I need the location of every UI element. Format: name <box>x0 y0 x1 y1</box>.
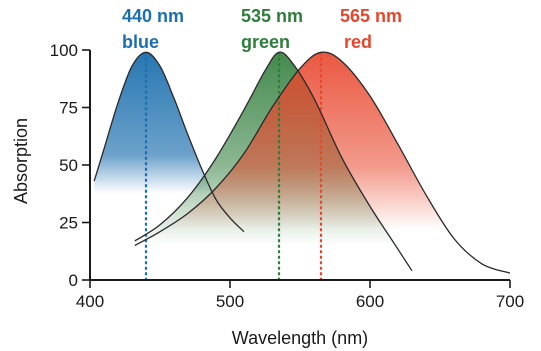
curve-line-blue <box>93 51 245 233</box>
peak-lines-layer <box>144 52 323 280</box>
curve-fills-layer <box>94 52 511 281</box>
x-tick-label: 700 <box>496 292 524 311</box>
curve-fill-red <box>134 52 511 281</box>
curve-line-red <box>134 51 511 274</box>
y-tick-label: 0 <box>69 271 78 290</box>
y-tick-label: 75 <box>59 99 78 118</box>
peak-wavelength-label-green: 535 nm <box>241 6 303 26</box>
color-name-label-blue: blue <box>122 32 159 52</box>
curve-outlines-layer <box>93 51 511 274</box>
y-tick-label: 100 <box>50 41 78 60</box>
y-axis-title: Absorption <box>11 118 31 204</box>
x-tick-label: 400 <box>76 292 104 311</box>
color-name-label-red: red <box>344 32 372 52</box>
x-axis-title: Wavelength (nm) <box>232 328 368 348</box>
y-ticks: 0 25 50 75 100 <box>50 41 90 290</box>
x-ticks: 400 500 600 700 <box>76 280 524 311</box>
curve-line-green <box>134 51 413 272</box>
y-tick-label: 50 <box>59 156 78 175</box>
peak-labels: 440 nm blue 535 nm green 565 nm red <box>122 6 402 52</box>
y-tick-label: 25 <box>59 214 78 233</box>
peak-wavelength-label-blue: 440 nm <box>122 6 184 26</box>
x-tick-label: 500 <box>216 292 244 311</box>
x-tick-label: 600 <box>356 292 384 311</box>
color-name-label-green: green <box>241 32 290 52</box>
peak-wavelength-label-red: 565 nm <box>340 6 402 26</box>
